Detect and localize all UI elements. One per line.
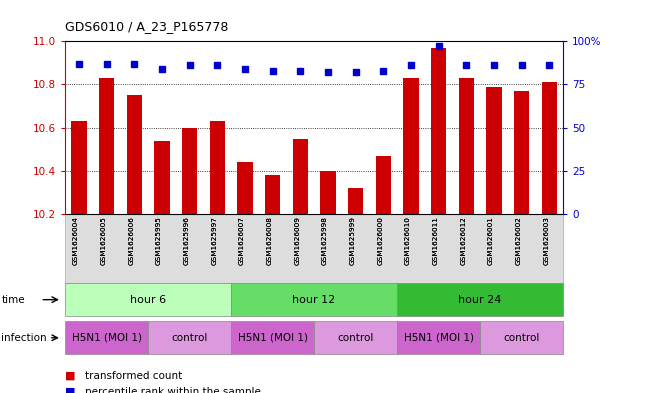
Text: GSM1626002: GSM1626002 xyxy=(516,216,521,265)
Bar xyxy=(265,175,280,214)
Text: GSM1626007: GSM1626007 xyxy=(239,216,245,265)
Text: GSM1626011: GSM1626011 xyxy=(433,216,439,265)
Text: ■: ■ xyxy=(65,371,76,381)
Text: GSM1626000: GSM1626000 xyxy=(378,216,383,265)
Text: hour 12: hour 12 xyxy=(292,295,336,305)
Text: GSM1626006: GSM1626006 xyxy=(128,216,134,265)
Text: GSM1626008: GSM1626008 xyxy=(267,216,273,265)
Text: GSM1626003: GSM1626003 xyxy=(544,216,549,265)
Bar xyxy=(542,82,557,214)
Text: H5N1 (MOI 1): H5N1 (MOI 1) xyxy=(72,333,142,343)
Text: GSM1626008: GSM1626008 xyxy=(267,216,273,265)
Text: GSM1626001: GSM1626001 xyxy=(488,216,494,265)
Text: control: control xyxy=(337,333,374,343)
Text: GSM1625999: GSM1625999 xyxy=(350,216,355,265)
Bar xyxy=(210,121,225,214)
Text: GSM1626012: GSM1626012 xyxy=(460,216,466,265)
Text: GSM1626004: GSM1626004 xyxy=(73,216,79,265)
Text: GSM1626011: GSM1626011 xyxy=(433,216,439,265)
Text: time: time xyxy=(1,295,25,305)
Bar xyxy=(376,156,391,214)
Text: GSM1626007: GSM1626007 xyxy=(239,216,245,265)
Text: hour 24: hour 24 xyxy=(458,295,502,305)
Text: GSM1625998: GSM1625998 xyxy=(322,216,328,265)
Bar xyxy=(404,78,419,214)
Text: GSM1626012: GSM1626012 xyxy=(460,216,466,265)
Text: GSM1626005: GSM1626005 xyxy=(101,216,107,265)
Text: GSM1626004: GSM1626004 xyxy=(73,216,79,265)
Bar xyxy=(238,162,253,214)
Text: H5N1 (MOI 1): H5N1 (MOI 1) xyxy=(404,333,474,343)
Text: GDS6010 / A_23_P165778: GDS6010 / A_23_P165778 xyxy=(65,20,229,33)
Text: GSM1626006: GSM1626006 xyxy=(128,216,134,265)
Text: ■: ■ xyxy=(65,387,76,393)
Bar xyxy=(182,128,197,214)
Bar xyxy=(320,171,335,214)
Text: GSM1625998: GSM1625998 xyxy=(322,216,328,265)
Text: GSM1626009: GSM1626009 xyxy=(294,216,300,265)
Bar xyxy=(348,188,363,214)
Bar xyxy=(72,121,87,214)
Text: GSM1625995: GSM1625995 xyxy=(156,216,162,265)
Text: hour 6: hour 6 xyxy=(130,295,166,305)
Text: infection: infection xyxy=(1,333,47,343)
Text: GSM1626005: GSM1626005 xyxy=(101,216,107,265)
Bar xyxy=(127,95,142,214)
Text: GSM1625996: GSM1625996 xyxy=(184,216,189,265)
Text: control: control xyxy=(171,333,208,343)
Text: GSM1625995: GSM1625995 xyxy=(156,216,162,265)
Text: GSM1626000: GSM1626000 xyxy=(378,216,383,265)
Bar xyxy=(459,78,474,214)
Text: GSM1626010: GSM1626010 xyxy=(405,216,411,265)
Text: GSM1625996: GSM1625996 xyxy=(184,216,189,265)
Text: H5N1 (MOI 1): H5N1 (MOI 1) xyxy=(238,333,308,343)
Text: GSM1626010: GSM1626010 xyxy=(405,216,411,265)
Text: GSM1626009: GSM1626009 xyxy=(294,216,300,265)
Bar xyxy=(154,141,169,214)
Bar xyxy=(486,87,501,214)
Text: GSM1626002: GSM1626002 xyxy=(516,216,521,265)
Text: GSM1625997: GSM1625997 xyxy=(212,216,217,265)
Text: GSM1625999: GSM1625999 xyxy=(350,216,355,265)
Text: GSM1626001: GSM1626001 xyxy=(488,216,494,265)
Text: GSM1626003: GSM1626003 xyxy=(544,216,549,265)
Text: transformed count: transformed count xyxy=(85,371,182,381)
Bar xyxy=(99,78,114,214)
Bar xyxy=(293,138,308,214)
Text: GSM1625997: GSM1625997 xyxy=(212,216,217,265)
Text: percentile rank within the sample: percentile rank within the sample xyxy=(85,387,260,393)
Text: control: control xyxy=(503,333,540,343)
Bar xyxy=(431,48,446,214)
Bar xyxy=(514,91,529,214)
